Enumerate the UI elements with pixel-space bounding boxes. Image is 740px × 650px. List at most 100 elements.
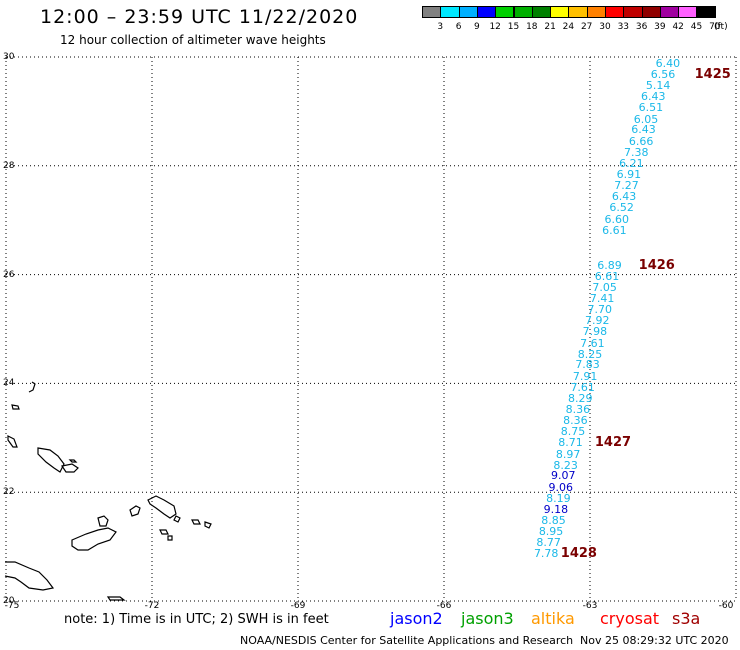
latitude-tick-label: 26 [3, 269, 15, 280]
wave-height-value: 6.43 [641, 90, 666, 104]
cycle-number-label: 1427 [594, 435, 632, 451]
wave-height-value: 8.25 [577, 347, 603, 361]
latitude-tick-label: 22 [3, 487, 15, 498]
wave-height-value: 8.95 [538, 524, 564, 538]
island-outline [147, 495, 177, 519]
island-outline [61, 463, 79, 473]
satellite-legend-cryosat: cryosat [600, 609, 660, 628]
wave-height-value: 8.71 [558, 436, 583, 450]
latitude-tick-label: 30 [3, 52, 15, 62]
cycle-number-label: 1426 [638, 257, 675, 273]
longitude-tick-label: -72 [144, 601, 160, 611]
wave-height-value: 7.61 [570, 380, 595, 394]
footer-note: note: 1) Time is in UTC; 2) SWH is in fe… [64, 612, 329, 627]
latitude-tick-label: 28 [3, 160, 15, 171]
longitude-tick-label: -63 [582, 601, 598, 611]
color-scale-label: 39 [654, 22, 666, 32]
island-outline [129, 505, 141, 517]
wave-height-value: 6.89 [597, 258, 622, 272]
wave-height-value: 7.05 [592, 281, 617, 295]
longitude-tick-label: -66 [436, 601, 452, 611]
wave-height-value: 6.40 [655, 56, 681, 70]
longitude-tick-label: -75 [4, 601, 20, 611]
color-scale-unit: (ft) [714, 22, 728, 32]
wave-height-value: 9.18 [543, 503, 569, 517]
wave-height-value: 8.97 [555, 447, 581, 461]
wave-height-value: 6.91 [616, 168, 642, 182]
wave-height-value: 6.60 [604, 212, 630, 226]
color-scale-label: 30 [599, 22, 611, 32]
wave-height-value: 9.06 [548, 480, 574, 494]
latitude-tick-label: 24 [3, 378, 15, 389]
wave-height-value: 7.41 [589, 292, 615, 306]
color-scale-label: 18 [526, 22, 538, 32]
color-scale-label: 12 [489, 22, 501, 32]
wave-height-value: 6.56 [650, 67, 676, 81]
island-outline [173, 515, 181, 523]
wave-height-value: 7.70 [587, 302, 612, 316]
wave-height-value: 7.83 [575, 358, 600, 372]
wave-height-value: 5.14 [645, 78, 671, 92]
color-scale-label: 33 [617, 22, 630, 32]
color-scale-label: 21 [544, 22, 556, 32]
island-outline [97, 515, 109, 527]
satellite-legend-jason3: jason3 [461, 609, 514, 628]
island-outline [159, 529, 169, 535]
wave-height-value: 8.77 [536, 536, 561, 550]
wave-height-value: 6.61 [594, 269, 620, 283]
page-subtitle: 12 hour collection of altimeter wave hei… [60, 33, 326, 47]
color-scale-label: 36 [635, 22, 648, 32]
coastline-south [4, 561, 55, 591]
island-outline [68, 459, 78, 463]
color-scale-label: 70 [709, 22, 721, 32]
wave-height-value: 6.66 [628, 134, 654, 148]
wave-height-value: 8.75 [560, 425, 586, 439]
page-title: 12:00 – 23:59 UTC 11/22/2020 [40, 6, 359, 28]
wave-height-value: 8.23 [553, 458, 578, 472]
island-outline [71, 527, 117, 551]
wave-height-value: 7.98 [582, 325, 608, 339]
wave-height-value: 6.51 [638, 101, 664, 115]
color-scale-swatch [696, 6, 716, 18]
island-outline [204, 521, 212, 529]
color-scale-label: 6 [455, 22, 462, 32]
satellite-legend-altika: altika [531, 609, 575, 628]
color-scale-label: 3 [437, 22, 444, 32]
color-scale-label: 9 [474, 22, 480, 32]
longitude-tick-label: -69 [290, 601, 306, 611]
island-outline [167, 535, 173, 541]
satellite-legend-s3a: s3a [672, 609, 701, 628]
wave-height-value: 7.78 [533, 547, 559, 561]
cycle-number-label: 1428 [560, 546, 597, 562]
wave-height-value: 8.29 [568, 392, 593, 406]
color-scale-label: 27 [580, 22, 593, 32]
coastline-islands [4, 381, 212, 601]
footer-timestamp: Nov 25 08:29:32 UTC 2020 [580, 634, 729, 647]
latitude-tick-label: 20 [3, 596, 15, 606]
wave-height-value: 7.38 [623, 145, 649, 159]
wave-height-value: 8.36 [565, 403, 591, 417]
map-gridlines [5, 56, 737, 602]
wave-height-value: 7.92 [585, 314, 610, 328]
longitude-tick-label: -60 [718, 601, 734, 611]
island-outline [11, 404, 20, 410]
wave-height-value: 7.27 [614, 178, 639, 192]
wave-height-value: 9.07 [550, 469, 576, 483]
island-outline [106, 596, 126, 601]
satellite-legend-jason2: jason2 [390, 609, 443, 628]
island-outline [28, 381, 36, 393]
wave-height-value: 8.36 [563, 413, 588, 427]
wave-height-value: 8.19 [546, 491, 571, 505]
wave-height-value: 7.61 [580, 336, 605, 350]
wave-height-value: 6.43 [611, 190, 637, 204]
island-outline [37, 447, 65, 473]
wave-height-value: 6.21 [619, 157, 644, 171]
wave-height-value: 6.05 [633, 112, 659, 126]
wave-height-value: 6.61 [602, 223, 627, 237]
island-outline [7, 435, 18, 448]
wave-height-value: 7.91 [572, 369, 598, 383]
footer-credit: NOAA/NESDIS Center for Satellite Applica… [240, 634, 574, 647]
color-scale-label: 45 [690, 22, 703, 32]
color-scale-label: 42 [672, 22, 684, 32]
